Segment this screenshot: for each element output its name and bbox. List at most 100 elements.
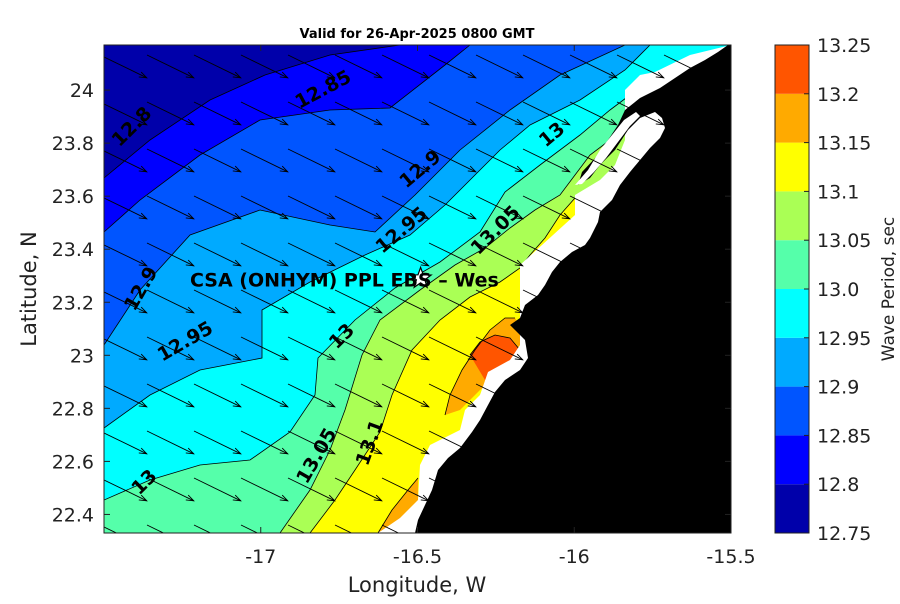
wave-arrow-shaft	[663, 148, 711, 173]
colorbar-tick-label: 13.05	[817, 230, 871, 252]
wave-arrow-head	[514, 212, 524, 220]
wave-arrow-shaft	[663, 383, 711, 408]
wave-arrow-head	[185, 165, 195, 173]
contour-line-13.2	[469, 334, 521, 356]
colorbar-tick-label: 12.95	[817, 328, 871, 350]
wave-arrow-shaft	[381, 477, 429, 502]
wave-arrow-shaft	[193, 524, 212, 533]
wave-arrow-shaft	[381, 54, 429, 79]
wave-arrow-shaft	[616, 336, 664, 361]
wave-arrow-shaft	[193, 148, 241, 173]
wave-arrow-head	[608, 447, 618, 455]
wave-arrow-head	[326, 165, 336, 173]
wave-arrow-head	[279, 118, 289, 126]
wave-arrow-shaft	[569, 54, 617, 79]
wave-arrow-head	[655, 212, 665, 220]
wave-arrow-shaft	[193, 336, 241, 361]
wave-arrow-head	[232, 306, 242, 314]
contour-line-12.8	[104, 45, 401, 179]
wave-arrow-head	[514, 71, 524, 79]
wave-arrow-shaft	[522, 148, 570, 173]
wave-arrow-head	[467, 259, 477, 267]
wave-arrow-head	[561, 259, 571, 267]
colorbar-band	[775, 386, 809, 436]
wave-arrow-head	[138, 306, 148, 314]
wave-arrow-shaft	[616, 54, 664, 79]
wave-arrow-shaft	[569, 195, 617, 220]
wave-arrow-head	[702, 259, 712, 267]
wave-arrow-head	[280, 542, 288, 548]
wave-arrow-head	[279, 447, 289, 455]
wave-arrow-shaft	[240, 524, 259, 533]
wave-arrow-head	[561, 353, 571, 361]
wave-arrow-shaft	[522, 242, 570, 267]
wave-arrow-shaft	[334, 242, 382, 267]
wave-arrow-shaft	[287, 336, 335, 361]
wave-arrow-head	[139, 542, 147, 548]
wave-arrow-shaft	[522, 289, 570, 314]
wave-arrow-shaft	[569, 242, 617, 267]
wave-arrow-shaft	[522, 524, 541, 533]
wave-arrow-shaft	[428, 336, 476, 361]
wave-arrow-shaft	[663, 524, 682, 533]
wave-arrow-head	[467, 400, 477, 408]
colorbar-tick-label: 13.2	[817, 84, 859, 106]
wave-arrow-head	[279, 71, 289, 79]
wave-arrow-shaft	[428, 289, 476, 314]
wave-arrow-shaft	[522, 54, 570, 79]
wave-arrow-shaft	[146, 54, 194, 79]
wave-arrow-head	[514, 447, 524, 455]
wave-arrow-head	[608, 212, 618, 220]
land-mass	[415, 45, 731, 533]
wave-arrow-head	[702, 400, 712, 408]
x-tick-label: -16	[559, 546, 590, 568]
wave-arrow-shaft	[146, 242, 194, 267]
wave-arrow-shaft	[428, 54, 476, 79]
wave-arrow-shaft	[287, 289, 335, 314]
wave-arrow-shaft	[146, 336, 194, 361]
wave-arrow-head	[373, 165, 383, 173]
wave-arrow-shaft	[104, 385, 147, 408]
wave-arrow-shaft	[104, 150, 147, 173]
wave-arrow-head	[702, 165, 712, 173]
contour-line-13.15a	[444, 317, 515, 416]
wave-arrow-head	[561, 447, 571, 455]
wave-arrow-shaft	[569, 101, 617, 126]
wave-arrow-head	[561, 306, 571, 314]
y-tick-label: 23.6	[52, 186, 94, 208]
wave-arrow-head	[373, 353, 383, 361]
wave-arrow-head	[467, 494, 477, 502]
wave-arrow-shaft	[616, 430, 664, 455]
wave-arrow-head	[420, 306, 430, 314]
wave-arrow-shaft	[193, 289, 241, 314]
wave-arrow-shaft	[522, 195, 570, 220]
wave-arrow-shaft	[193, 242, 241, 267]
wave-arrow-head	[138, 353, 148, 361]
site-star-icon	[408, 265, 433, 289]
wave-arrow-head	[467, 118, 477, 126]
x-tick-label: -15.5	[706, 546, 755, 568]
wave-arrow-shaft	[616, 524, 635, 533]
wave-arrow-head	[656, 542, 664, 548]
wave-arrow-head	[373, 306, 383, 314]
contour-line-12.9	[104, 45, 626, 346]
wave-arrow-shaft	[475, 101, 523, 126]
wave-direction-arrows	[104, 54, 712, 548]
wave-arrow-shaft	[616, 383, 664, 408]
colorbar-band	[775, 337, 809, 387]
wave-arrow-shaft	[104, 432, 147, 455]
wave-arrow-shaft	[475, 430, 523, 455]
wave-arrow-shaft	[663, 54, 711, 79]
contour-line-12.95	[104, 45, 651, 429]
wave-arrow-head	[702, 494, 712, 502]
wave-arrow-head	[232, 71, 242, 79]
wave-arrow-shaft	[146, 430, 194, 455]
wave-arrow-head	[279, 494, 289, 502]
wave-arrow-head	[138, 494, 148, 502]
wave-arrow-head	[232, 447, 242, 455]
wave-arrow-head	[655, 447, 665, 455]
wave-arrow-shaft	[240, 336, 288, 361]
wave-arrow-shaft	[287, 54, 335, 79]
wave-arrow-shaft	[104, 56, 147, 79]
